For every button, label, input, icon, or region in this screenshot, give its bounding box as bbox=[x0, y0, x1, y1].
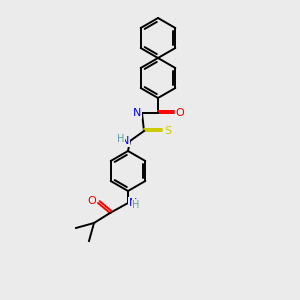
Text: O: O bbox=[88, 196, 96, 206]
Text: O: O bbox=[176, 108, 184, 118]
Text: H: H bbox=[132, 200, 140, 210]
Text: H: H bbox=[131, 107, 139, 117]
Text: S: S bbox=[164, 126, 172, 136]
Text: H: H bbox=[117, 134, 125, 144]
Text: N: N bbox=[133, 108, 141, 118]
Text: N: N bbox=[121, 136, 129, 146]
Text: N: N bbox=[129, 198, 137, 208]
